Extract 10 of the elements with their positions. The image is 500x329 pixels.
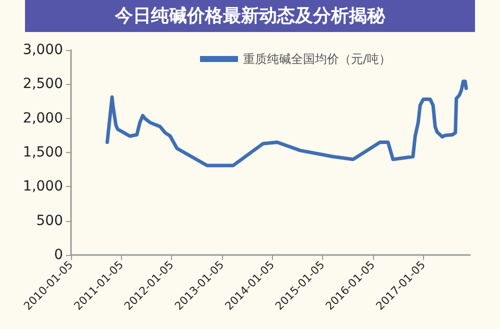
- y-tick-label: 1,500: [22, 144, 63, 160]
- y-tick-label: 2,500: [22, 76, 63, 92]
- y-tick-label: 2,000: [22, 110, 63, 126]
- y-tick-label: 1,000: [22, 178, 63, 195]
- y-tick-label: 0: [54, 247, 63, 263]
- y-tick-label: 3,000: [22, 42, 63, 58]
- chart-title: 今日纯碱价格最新动态及分析揭秘: [114, 6, 386, 26]
- line-series: [105, 80, 468, 168]
- legend-label: 重质纯碱全国均价（元/吨）: [243, 52, 392, 66]
- y-tick-label: 500: [36, 212, 63, 229]
